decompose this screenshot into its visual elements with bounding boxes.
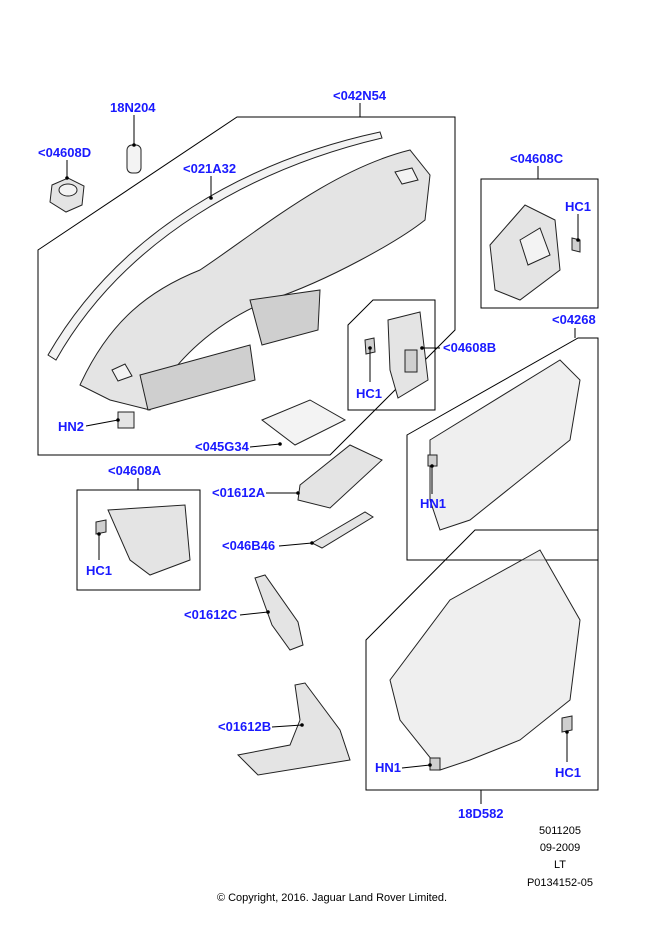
part-046B46 [310,511,374,549]
callout-hc1-04608A: HC1 [86,563,112,578]
callout-hn2: HN2 [58,419,84,434]
callout-04608B: <04608B [443,340,496,355]
callout-04608A: <04608A [108,463,162,478]
reference-number: 5011205 [539,825,581,837]
callout-021A32: <021A32 [183,161,236,176]
callout-042N54: <042N54 [333,88,387,103]
part-01612B [236,682,351,776]
group-box-042N54 [37,116,456,456]
callout-18N204: 18N204 [110,100,156,115]
group-box-04608B [347,299,436,411]
part-dashboard [79,149,431,411]
part-04608B [364,311,429,399]
callout-046B46: <046B46 [222,538,275,553]
part-18D582-bracket [389,549,581,771]
callout-04608D: <04608D [38,145,91,160]
callout-18D582: 18D582 [458,806,504,821]
group-box-18D582 [365,529,599,791]
callout-hc1-04608B: HC1 [356,386,382,401]
part-021A32-strip [47,131,383,361]
callout-04268: <04268 [552,312,596,327]
part-18N204 [126,144,142,174]
callout-hc1-04608C: HC1 [565,199,591,214]
part-HN2-clip [117,411,135,429]
callout-01612C: <01612C [184,607,238,622]
part-04608D [49,177,85,213]
copyright-notice: © Copyright, 2016. Jaguar Land Rover Lim… [217,892,447,904]
callout-045G34: <045G34 [195,439,250,454]
callout-01612A: <01612A [212,485,266,500]
part-04608A [95,504,191,576]
callout-04608C: <04608C [510,151,564,166]
part-01612A [297,444,383,509]
diagram-code: LT [554,859,566,871]
callout-hc1-18D582: HC1 [555,765,581,780]
leader-lines [65,103,580,804]
illustration-id: P0134152-05 [527,877,593,889]
diagram-date: 09-2009 [540,842,580,854]
part-01612C [254,574,304,651]
part-04268-bracket [427,359,581,531]
callout-01612B: <01612B [218,719,271,734]
callout-hn1-18D582: HN1 [375,760,401,775]
part-04608C [489,204,581,301]
part-045G34 [261,399,347,446]
callout-hn1-04268: HN1 [420,496,446,511]
group-box-04608C [480,178,599,309]
group-box-04268 [406,337,599,561]
